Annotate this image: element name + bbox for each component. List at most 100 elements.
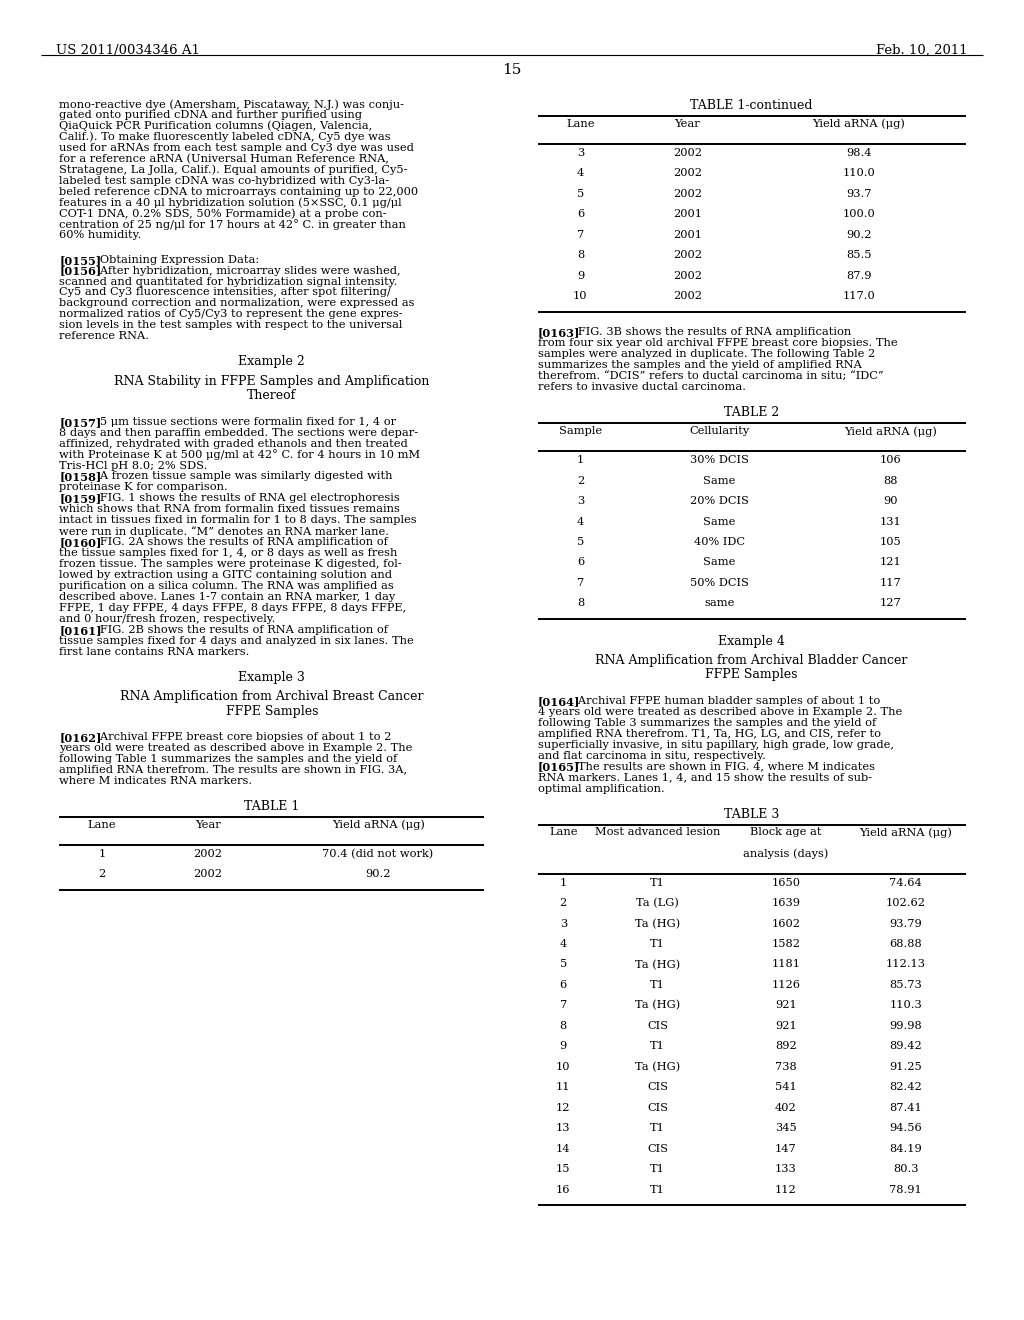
Text: Yield aRNA (μg): Yield aRNA (μg) xyxy=(845,426,937,437)
Text: Archival FFPE human bladder samples of about 1 to: Archival FFPE human bladder samples of a… xyxy=(567,696,881,706)
Text: CIS: CIS xyxy=(647,1082,668,1092)
Text: 2002: 2002 xyxy=(194,849,222,859)
Text: 117: 117 xyxy=(880,578,901,587)
Text: T1: T1 xyxy=(650,1184,665,1195)
Text: optimal amplification.: optimal amplification. xyxy=(538,784,665,793)
Text: 131: 131 xyxy=(880,516,901,527)
Text: 110.3: 110.3 xyxy=(889,1001,922,1010)
Text: After hybridization, microarray slides were washed,: After hybridization, microarray slides w… xyxy=(89,265,400,276)
Text: 1: 1 xyxy=(577,455,584,465)
Text: [0155]: [0155] xyxy=(59,255,101,265)
Text: QiaQuick PCR Purification columns (Qiagen, Valencia,: QiaQuick PCR Purification columns (Qiage… xyxy=(59,121,373,132)
Text: used for aRNAs from each test sample and Cy3 dye was used: used for aRNAs from each test sample and… xyxy=(59,143,415,153)
Text: 10: 10 xyxy=(573,292,588,301)
Text: 2: 2 xyxy=(98,870,105,879)
Text: Sample: Sample xyxy=(559,426,602,436)
Text: Most advanced lesion: Most advanced lesion xyxy=(595,828,720,837)
Text: Same: Same xyxy=(703,475,735,486)
Text: Ta (HG): Ta (HG) xyxy=(635,919,680,929)
Text: 1582: 1582 xyxy=(771,939,801,949)
Text: sion levels in the test samples with respect to the universal: sion levels in the test samples with res… xyxy=(59,321,402,330)
Text: 112.13: 112.13 xyxy=(886,960,926,969)
Text: 2001: 2001 xyxy=(673,230,701,240)
Text: Ta (HG): Ta (HG) xyxy=(635,1061,680,1072)
Text: 892: 892 xyxy=(775,1041,797,1051)
Text: TABLE 3: TABLE 3 xyxy=(724,808,779,821)
Text: 12: 12 xyxy=(556,1102,570,1113)
Text: 5 μm tissue sections were formalin fixed for 1, 4 or: 5 μm tissue sections were formalin fixed… xyxy=(89,417,396,426)
Text: Year: Year xyxy=(196,820,221,830)
Text: refers to invasive ductal carcinoma.: refers to invasive ductal carcinoma. xyxy=(538,383,745,392)
Text: 110.0: 110.0 xyxy=(843,168,874,178)
Text: 90.2: 90.2 xyxy=(846,230,871,240)
Text: [0160]: [0160] xyxy=(59,537,101,548)
Text: Calif.). To make fluorescently labeled cDNA, Cy5 dye was: Calif.). To make fluorescently labeled c… xyxy=(59,132,391,143)
Text: affinized, rehydrated with graded ethanols and then treated: affinized, rehydrated with graded ethano… xyxy=(59,438,409,449)
Text: the tissue samples fixed for 1, 4, or 8 days as well as fresh: the tissue samples fixed for 1, 4, or 8 … xyxy=(59,548,397,558)
Text: 90.2: 90.2 xyxy=(366,870,391,879)
Text: Cellularity: Cellularity xyxy=(689,426,750,436)
Text: 5: 5 xyxy=(560,960,567,969)
Text: 2001: 2001 xyxy=(673,209,701,219)
Text: 6: 6 xyxy=(560,979,567,990)
Text: RNA markers. Lanes 1, 4, and 15 show the results of sub-: RNA markers. Lanes 1, 4, and 15 show the… xyxy=(538,772,871,783)
Text: RNA Amplification from Archival Breast Cancer: RNA Amplification from Archival Breast C… xyxy=(120,690,424,704)
Text: and flat carcinoma in situ, respectively.: and flat carcinoma in situ, respectively… xyxy=(538,751,765,760)
Text: Yield aRNA (μg): Yield aRNA (μg) xyxy=(859,828,952,838)
Text: 2002: 2002 xyxy=(673,168,701,178)
Text: 4: 4 xyxy=(560,939,567,949)
Text: 1126: 1126 xyxy=(771,979,801,990)
Text: 20% DCIS: 20% DCIS xyxy=(690,496,749,506)
Text: analysis (days): analysis (days) xyxy=(743,849,828,859)
Text: 94.56: 94.56 xyxy=(889,1123,922,1133)
Text: 738: 738 xyxy=(775,1061,797,1072)
Text: which shows that RNA from formalin fixed tissues remains: which shows that RNA from formalin fixed… xyxy=(59,504,400,515)
Text: 2: 2 xyxy=(577,475,584,486)
Text: Yield aRNA (μg): Yield aRNA (μg) xyxy=(332,820,425,830)
Text: scanned and quantitated for hybridization signal intensity.: scanned and quantitated for hybridizatio… xyxy=(59,277,397,286)
Text: T1: T1 xyxy=(650,979,665,990)
Text: TABLE 1: TABLE 1 xyxy=(244,800,300,813)
Text: Cy5 and Cy3 fluorescence intensities, after spot filtering/: Cy5 and Cy3 fluorescence intensities, af… xyxy=(59,288,391,297)
Text: FIG. 2A shows the results of RNA amplification of: FIG. 2A shows the results of RNA amplifi… xyxy=(89,537,388,548)
Text: 15: 15 xyxy=(503,63,521,78)
Text: 68.88: 68.88 xyxy=(889,939,922,949)
Text: 3: 3 xyxy=(577,496,584,506)
Text: Example 4: Example 4 xyxy=(718,635,785,648)
Text: FFPE Samples: FFPE Samples xyxy=(706,668,798,681)
Text: and 0 hour/fresh frozen, respectively.: and 0 hour/fresh frozen, respectively. xyxy=(59,614,275,624)
Text: [0156]: [0156] xyxy=(59,265,101,277)
Text: COT-1 DNA, 0.2% SDS, 50% Formamide) at a probe con-: COT-1 DNA, 0.2% SDS, 50% Formamide) at a… xyxy=(59,209,387,219)
Text: 74.64: 74.64 xyxy=(889,878,922,887)
Text: 87.9: 87.9 xyxy=(846,271,871,281)
Text: RNA Stability in FFPE Samples and Amplification: RNA Stability in FFPE Samples and Amplif… xyxy=(115,375,429,388)
Text: first lane contains RNA markers.: first lane contains RNA markers. xyxy=(59,647,250,657)
Text: tissue samples fixed for 4 days and analyzed in six lanes. The: tissue samples fixed for 4 days and anal… xyxy=(59,636,414,645)
Text: 4: 4 xyxy=(577,168,584,178)
Text: Lane: Lane xyxy=(566,119,595,129)
Text: 8: 8 xyxy=(577,251,584,260)
Text: T1: T1 xyxy=(650,939,665,949)
Text: [0165]: [0165] xyxy=(538,762,580,772)
Text: 3: 3 xyxy=(577,148,584,158)
Text: 9: 9 xyxy=(560,1041,567,1051)
Text: 70.4 (did not work): 70.4 (did not work) xyxy=(323,849,434,859)
Text: 82.42: 82.42 xyxy=(889,1082,922,1092)
Text: 7: 7 xyxy=(560,1001,567,1010)
Text: purification on a silica column. The RNA was amplified as: purification on a silica column. The RNA… xyxy=(59,581,394,591)
Text: T1: T1 xyxy=(650,1123,665,1133)
Text: lowed by extraction using a GITC containing solution and: lowed by extraction using a GITC contain… xyxy=(59,570,392,579)
Text: Ta (LG): Ta (LG) xyxy=(636,898,679,908)
Text: samples were analyzed in duplicate. The following Table 2: samples were analyzed in duplicate. The … xyxy=(538,350,874,359)
Text: 84.19: 84.19 xyxy=(889,1143,922,1154)
Text: 50% DCIS: 50% DCIS xyxy=(690,578,749,587)
Text: 8 days and then paraffin embedded. The sections were depar-: 8 days and then paraffin embedded. The s… xyxy=(59,428,419,438)
Text: Same: Same xyxy=(703,516,735,527)
Text: labeled test sample cDNA was co-hybridized with Cy3-la-: labeled test sample cDNA was co-hybridiz… xyxy=(59,176,389,186)
Text: 13: 13 xyxy=(556,1123,570,1133)
Text: from four six year old archival FFPE breast core biopsies. The: from four six year old archival FFPE bre… xyxy=(538,338,897,348)
Text: 147: 147 xyxy=(775,1143,797,1154)
Text: 112: 112 xyxy=(775,1184,797,1195)
Text: 78.91: 78.91 xyxy=(889,1184,922,1195)
Text: 6: 6 xyxy=(577,209,584,219)
